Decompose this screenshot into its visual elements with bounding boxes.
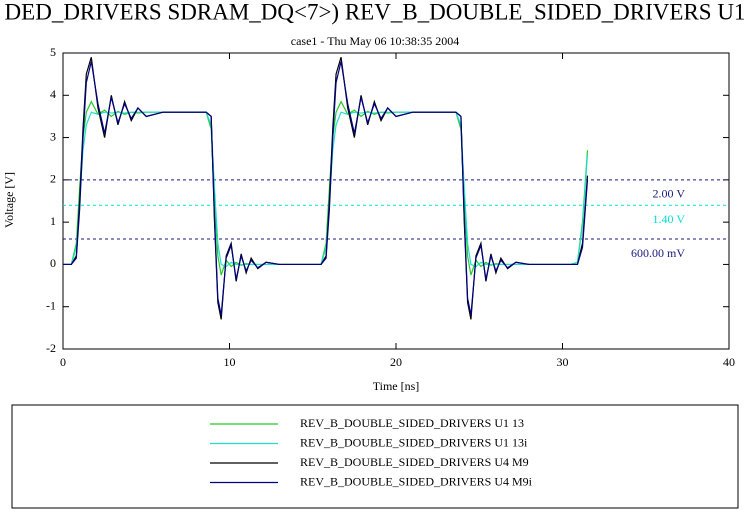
x-tick-label: 0 — [60, 355, 66, 369]
series-line — [63, 61, 589, 316]
x-axis-label: Time [ns] — [373, 379, 420, 393]
reference-label: 2.00 V — [653, 187, 686, 201]
x-tick-label: 10 — [224, 355, 236, 369]
reference-label: 600.00 mV — [631, 246, 685, 260]
legend-label: REV_B_DOUBLE_SIDED_DRIVERS U4 M9i — [300, 474, 533, 488]
y-tick-label: -1 — [46, 298, 56, 312]
chart-subtitle: case1 - Thu May 06 10:38:35 2004 — [291, 34, 459, 48]
legend-box — [11, 404, 739, 509]
y-tick-label: 2 — [50, 172, 56, 186]
reference-label: 1.40 V — [653, 212, 686, 226]
y-tick-label: 1 — [50, 214, 56, 228]
y-tick-label: 4 — [50, 87, 56, 101]
y-tick-label: -2 — [46, 341, 56, 355]
y-tick-label: 5 — [50, 45, 56, 59]
x-tick-label: 30 — [557, 355, 569, 369]
y-tick-label: 0 — [50, 256, 56, 270]
chart-title: DED_DRIVERS SDRAM_DQ<7>) REV_B_DOUBLE_SI… — [5, 0, 746, 24]
legend-label: REV_B_DOUBLE_SIDED_DRIVERS U1 13i — [300, 435, 528, 449]
y-axis-label: Voltage [V] — [2, 172, 16, 228]
x-tick-label: 40 — [723, 355, 735, 369]
legend-label: REV_B_DOUBLE_SIDED_DRIVERS U1 13 — [300, 416, 524, 430]
x-tick-label: 20 — [390, 355, 402, 369]
y-tick-label: 3 — [50, 129, 56, 143]
legend-label: REV_B_DOUBLE_SIDED_DRIVERS U4 M9 — [300, 455, 529, 469]
